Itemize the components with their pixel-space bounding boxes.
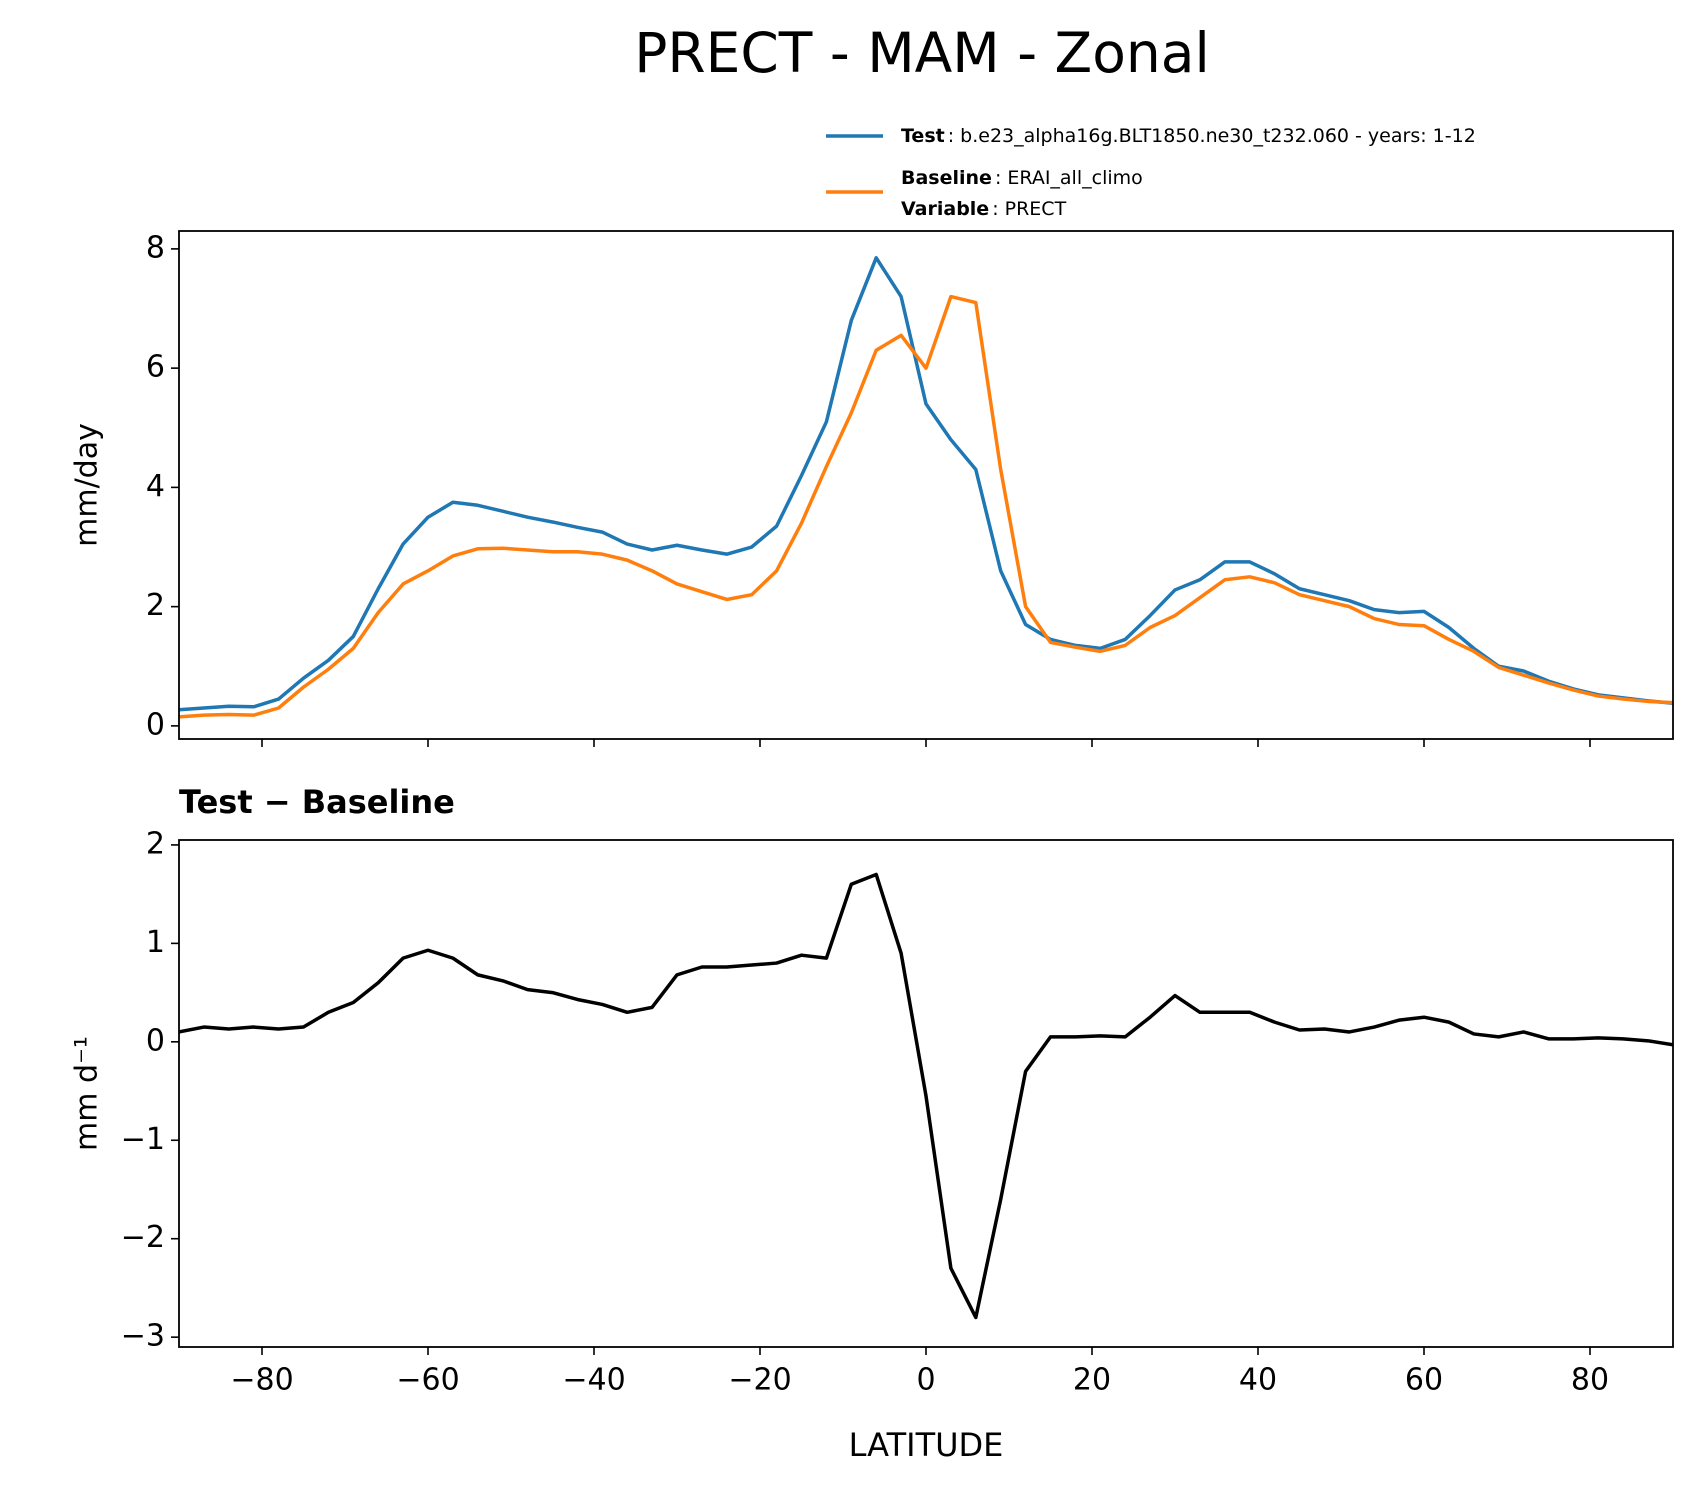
y-tick-label: 1: [146, 925, 165, 960]
axes-frame: [178, 230, 1674, 740]
y-tick-label: 2: [146, 588, 165, 623]
legend-note: Variable: PRECT: [901, 198, 1067, 220]
y-tick-label: 0: [146, 707, 165, 742]
x-tick-label: 60: [1405, 1363, 1443, 1398]
x-tick-label: −40: [562, 1363, 625, 1398]
legend-note-text: : PRECT: [992, 198, 1066, 220]
data-line: [179, 256, 1673, 712]
x-tick-label: −20: [728, 1363, 791, 1398]
y-tick-label: 8: [146, 230, 165, 265]
data-line: [179, 872, 1673, 1320]
x-tick-label: 0: [916, 1363, 935, 1398]
axes-frame: [178, 839, 1674, 1348]
x-tick-label: 80: [1571, 1363, 1609, 1398]
y-tick-label: −3: [121, 1319, 165, 1354]
y-tick-label: 6: [146, 350, 165, 385]
legend-name: Test: [901, 125, 945, 147]
legend-name: Baseline: [901, 167, 992, 189]
y-axis-label: mm d⁻¹: [70, 1036, 105, 1151]
y-tick-label: −1: [121, 1122, 165, 1157]
x-tick-label: 40: [1239, 1363, 1277, 1398]
x-tick-label: −80: [230, 1363, 293, 1398]
y-tick-label: 0: [146, 1023, 165, 1058]
y-tick-label: −2: [121, 1220, 165, 1255]
legend-note-label: Variable: [901, 198, 989, 220]
data-line: [179, 294, 1673, 719]
legend-entry: Baseline: ERAI_all_climo: [901, 167, 1143, 189]
y-tick-label: 2: [146, 826, 165, 861]
subplot-title: Test − Baseline: [179, 783, 455, 821]
legend-description: : ERAI_all_climo: [995, 167, 1143, 189]
figure-title: PRECT - MAM - Zonal: [634, 21, 1209, 85]
x-axis-label: LATITUDE: [849, 1426, 1004, 1464]
legend-description: : b.e23_alpha16g.BLT1850.ne30_t232.060 -…: [948, 125, 1476, 147]
legend-entry: Test: b.e23_alpha16g.BLT1850.ne30_t232.0…: [901, 125, 1476, 147]
x-tick-label: −60: [396, 1363, 459, 1398]
y-tick-label: 4: [146, 469, 165, 504]
x-tick-label: 20: [1073, 1363, 1111, 1398]
y-axis-label: mm/day: [70, 423, 105, 547]
